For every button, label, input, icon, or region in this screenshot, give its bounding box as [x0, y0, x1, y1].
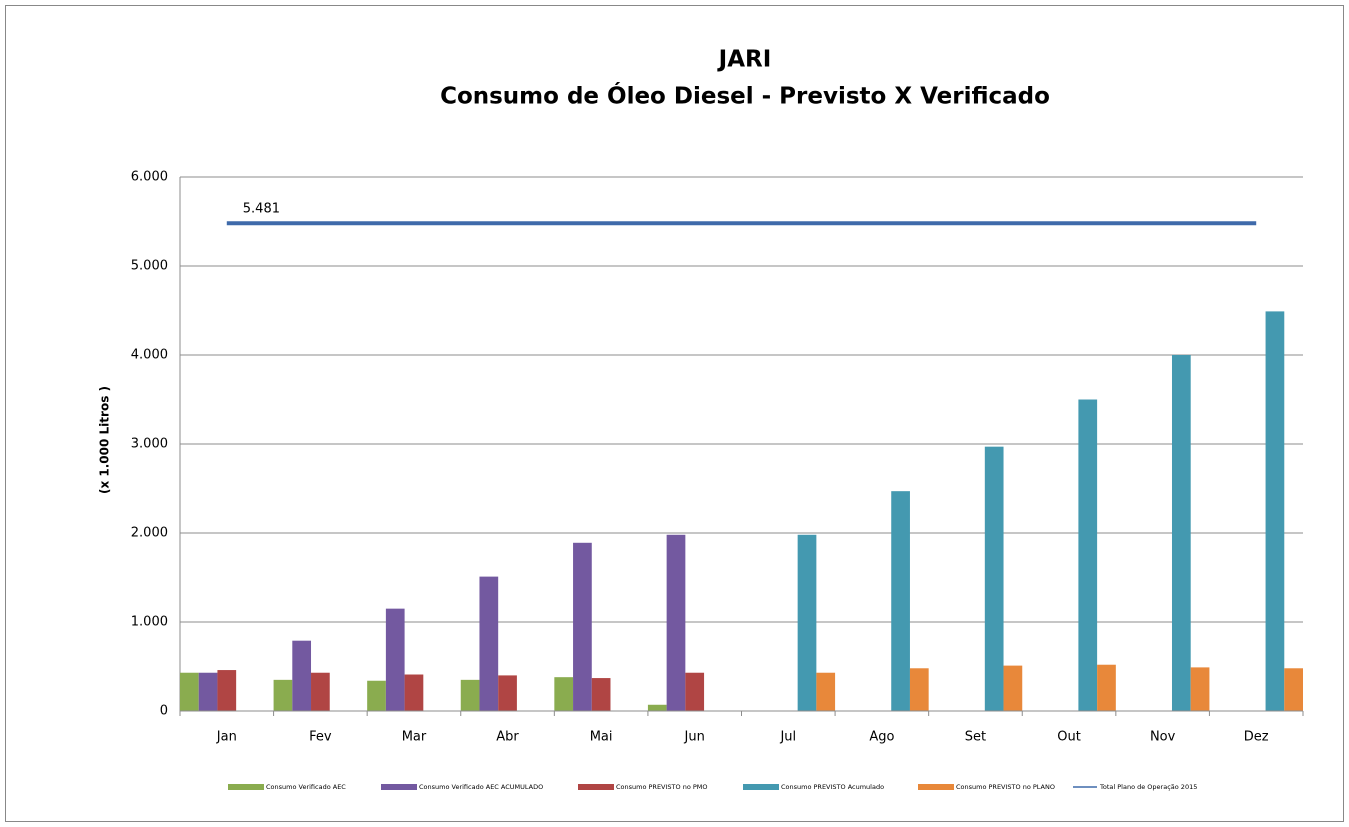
- bar: [797, 534, 817, 711]
- bar: [1171, 355, 1191, 711]
- bar: [217, 670, 237, 711]
- bar: [460, 679, 480, 711]
- bar: [311, 672, 330, 711]
- bar: [198, 672, 218, 711]
- bar: [367, 680, 386, 711]
- y-tick-label: 1.000: [131, 615, 168, 630]
- bar: [1190, 667, 1210, 711]
- legend-label: Consumo PREVISTO no PMO: [616, 783, 708, 791]
- bar: [404, 674, 424, 711]
- chart-title: JARI: [717, 47, 772, 73]
- x-tick-label: Nov: [1150, 730, 1176, 745]
- bar: [1097, 664, 1116, 711]
- bar: [666, 534, 686, 711]
- legend-label: Consumo PREVISTO no PLANO: [956, 783, 1055, 791]
- legend-swatch: [381, 784, 417, 790]
- bar: [292, 640, 312, 711]
- bar: [1078, 399, 1098, 711]
- bar: [180, 672, 199, 711]
- bar: [1265, 311, 1285, 711]
- bar: [479, 576, 499, 711]
- bar: [273, 679, 293, 711]
- bar: [385, 608, 405, 711]
- y-tick-label: 0: [160, 704, 168, 719]
- bar: [816, 672, 836, 711]
- bar: [984, 446, 1004, 711]
- legend-label: Consumo PREVISTO Acumulado: [781, 783, 884, 791]
- bar: [554, 677, 574, 711]
- legend-label: Consumo Verificado AEC ACUMULADO: [419, 783, 543, 791]
- x-tick-label: Ago: [869, 730, 894, 745]
- y-tick-label: 2.000: [131, 526, 168, 541]
- x-tick-label: Out: [1057, 730, 1081, 745]
- chart-subtitle: Consumo de Óleo Diesel - Previsto X Veri…: [440, 82, 1050, 110]
- bar: [591, 678, 611, 711]
- legend-swatch: [228, 784, 264, 790]
- legend-label: Total Plano de Operação 2015: [1099, 783, 1197, 791]
- legend-swatch: [743, 784, 779, 790]
- x-tick-label: Jan: [216, 730, 237, 745]
- bar: [573, 542, 592, 711]
- y-tick-label: 3.000: [131, 437, 168, 452]
- y-axis-label: (x 1.000 Litros ): [98, 386, 112, 494]
- bar: [891, 491, 910, 711]
- bar: [647, 704, 667, 711]
- x-tick-label: Mar: [402, 730, 427, 745]
- x-tick-label: Mai: [590, 730, 613, 745]
- x-tick-label: Jul: [779, 730, 796, 745]
- x-tick-label: Set: [965, 730, 986, 745]
- bar: [1284, 668, 1303, 711]
- bar: [685, 672, 705, 711]
- x-tick-label: Fev: [309, 730, 332, 745]
- x-tick-label: Jun: [684, 730, 705, 745]
- legend-swatch: [578, 784, 614, 790]
- bar: [909, 668, 929, 711]
- x-tick-label: Abr: [496, 730, 519, 745]
- y-tick-label: 6.000: [131, 170, 168, 185]
- y-tick-label: 4.000: [131, 348, 168, 363]
- legend-swatch: [918, 784, 954, 790]
- bar: [1003, 665, 1023, 711]
- x-tick-label: Dez: [1244, 730, 1269, 745]
- bar: [498, 675, 517, 711]
- legend-label: Consumo Verificado AEC: [266, 783, 346, 791]
- data-label: 5.481: [243, 202, 280, 217]
- y-tick-label: 5.000: [131, 259, 168, 274]
